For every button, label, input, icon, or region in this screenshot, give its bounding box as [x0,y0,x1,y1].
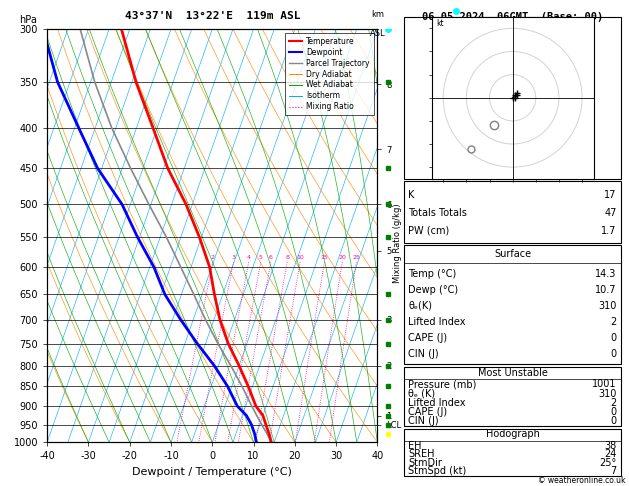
Text: PW (cm): PW (cm) [408,226,450,236]
Text: 24: 24 [604,449,617,459]
Text: Most Unstable: Most Unstable [477,368,548,378]
Text: 0: 0 [611,416,617,426]
Bar [404,181,621,243]
Text: Totals Totals: Totals Totals [408,208,467,218]
Text: 10.7: 10.7 [595,285,617,295]
Text: θₑ(K): θₑ(K) [408,301,433,311]
Text: km: km [371,10,384,19]
Text: 43°37'N  13°22'E  119m ASL: 43°37'N 13°22'E 119m ASL [125,11,300,21]
Text: 4: 4 [247,255,250,260]
Bar [404,367,621,426]
Text: CAPE (J): CAPE (J) [408,407,448,417]
Text: 310: 310 [598,388,617,399]
Text: Mixing Ratio (g/kg): Mixing Ratio (g/kg) [393,203,402,283]
Text: Hodograph: Hodograph [486,430,540,439]
Text: 20: 20 [338,255,346,260]
Text: StmDir: StmDir [408,458,442,468]
Text: 0: 0 [611,407,617,417]
Text: 310: 310 [598,301,617,311]
Text: 1001: 1001 [593,380,617,389]
Text: 0: 0 [611,333,617,343]
Text: CIN (J): CIN (J) [408,416,439,426]
Text: ASL: ASL [370,29,385,38]
Text: CIN (J): CIN (J) [408,349,439,359]
Text: 15: 15 [321,255,328,260]
Text: 25: 25 [352,255,360,260]
Text: 0: 0 [611,349,617,359]
Text: 1.7: 1.7 [601,226,617,236]
Legend: Temperature, Dewpoint, Parcel Trajectory, Dry Adiabat, Wet Adiabat, Isotherm, Mi: Temperature, Dewpoint, Parcel Trajectory… [285,33,374,115]
Text: 14.3: 14.3 [596,269,617,278]
Text: © weatheronline.co.uk: © weatheronline.co.uk [538,476,626,485]
Text: StmSpd (kt): StmSpd (kt) [408,466,467,476]
Bar [404,429,621,476]
Text: 17: 17 [604,190,617,200]
Text: 6: 6 [269,255,273,260]
Bar [404,245,621,364]
Text: Surface: Surface [494,249,532,260]
Text: Lifted Index: Lifted Index [408,398,466,408]
Text: Pressure (mb): Pressure (mb) [408,380,477,389]
Text: Lifted Index: Lifted Index [408,317,466,327]
Text: Dewp (°C): Dewp (°C) [408,285,459,295]
Text: 06.05.2024  06GMT  (Base: 00): 06.05.2024 06GMT (Base: 00) [422,12,603,22]
Text: 25°: 25° [599,458,617,468]
Text: 38: 38 [604,441,617,451]
Text: θₑ (K): θₑ (K) [408,388,436,399]
Text: 10: 10 [296,255,304,260]
Text: 47: 47 [604,208,617,218]
Text: 2: 2 [211,255,214,260]
Text: 3: 3 [231,255,235,260]
Text: kt: kt [437,19,444,28]
Text: 2: 2 [611,317,617,327]
Text: 7: 7 [611,466,617,476]
Text: Temp (°C): Temp (°C) [408,269,457,278]
Text: SREH: SREH [408,449,435,459]
Text: EH: EH [408,441,422,451]
Text: K: K [408,190,415,200]
Text: 2: 2 [611,398,617,408]
Text: 8: 8 [285,255,289,260]
Bar [404,17,621,179]
Text: hPa: hPa [19,15,37,25]
X-axis label: Dewpoint / Temperature (°C): Dewpoint / Temperature (°C) [132,467,292,477]
Text: 5: 5 [259,255,263,260]
Text: CAPE (J): CAPE (J) [408,333,448,343]
